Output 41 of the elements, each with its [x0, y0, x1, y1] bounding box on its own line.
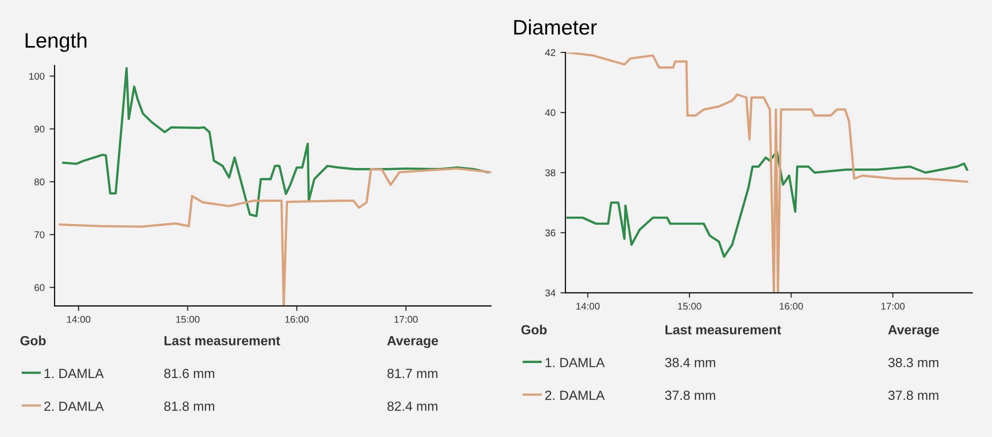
- x-tick-label: 14:00: [67, 316, 90, 323]
- chart-title: Diameter: [514, 19, 597, 35]
- y-tick-label: 60: [34, 284, 44, 292]
- x-tick-label: 16:00: [285, 316, 309, 323]
- line-series: [58, 167, 492, 306]
- text: Average: [888, 325, 939, 338]
- y-tick-label: 70: [34, 231, 44, 238]
- legend-label: 2. DAMLA: [545, 390, 605, 400]
- y-tick-label: 34: [545, 290, 556, 296]
- x-tick-label: 15:00: [678, 302, 702, 310]
- text: 38.3 mm: [888, 358, 938, 368]
- text: 81.7 mm: [387, 368, 438, 378]
- text: 37.8 mm: [665, 390, 716, 400]
- y-tick-label: 38: [545, 169, 556, 176]
- line-series: [62, 67, 489, 218]
- text: Last measurement: [164, 336, 280, 346]
- x-tick-label: 17:00: [881, 302, 905, 310]
- x-tick-label: 17:00: [394, 316, 418, 323]
- text: Last measurement: [666, 325, 782, 334]
- legend-label: 1. DAMLA: [546, 358, 605, 368]
- y-tick-label: 80: [34, 178, 44, 186]
- x-tick-label: 14:00: [576, 302, 600, 310]
- text: 37.8 mm: [888, 390, 938, 400]
- y-tick-label: 90: [34, 126, 44, 133]
- text: Gob: [20, 336, 46, 346]
- legend-label: 1. DAMLA: [44, 368, 104, 378]
- legend-label: 2. DAMLA: [44, 402, 104, 411]
- y-tick-label: 36: [545, 229, 556, 236]
- text: 82.4 mm: [387, 402, 438, 411]
- text: Average: [387, 336, 438, 348]
- x-tick-label: 15:00: [176, 316, 200, 323]
- text: 38.4 mm: [665, 358, 716, 368]
- x-tick-label: 16:00: [780, 302, 803, 310]
- text: 81.8 mm: [164, 402, 214, 411]
- text: Gob: [521, 324, 547, 334]
- y-tick-label: 100: [29, 72, 44, 80]
- chart-title: Length: [26, 32, 86, 52]
- line-series: [566, 150, 968, 258]
- text: 81.6 mm: [164, 368, 214, 378]
- y-tick-label: 42: [545, 49, 556, 56]
- y-tick-label: 40: [545, 109, 556, 116]
